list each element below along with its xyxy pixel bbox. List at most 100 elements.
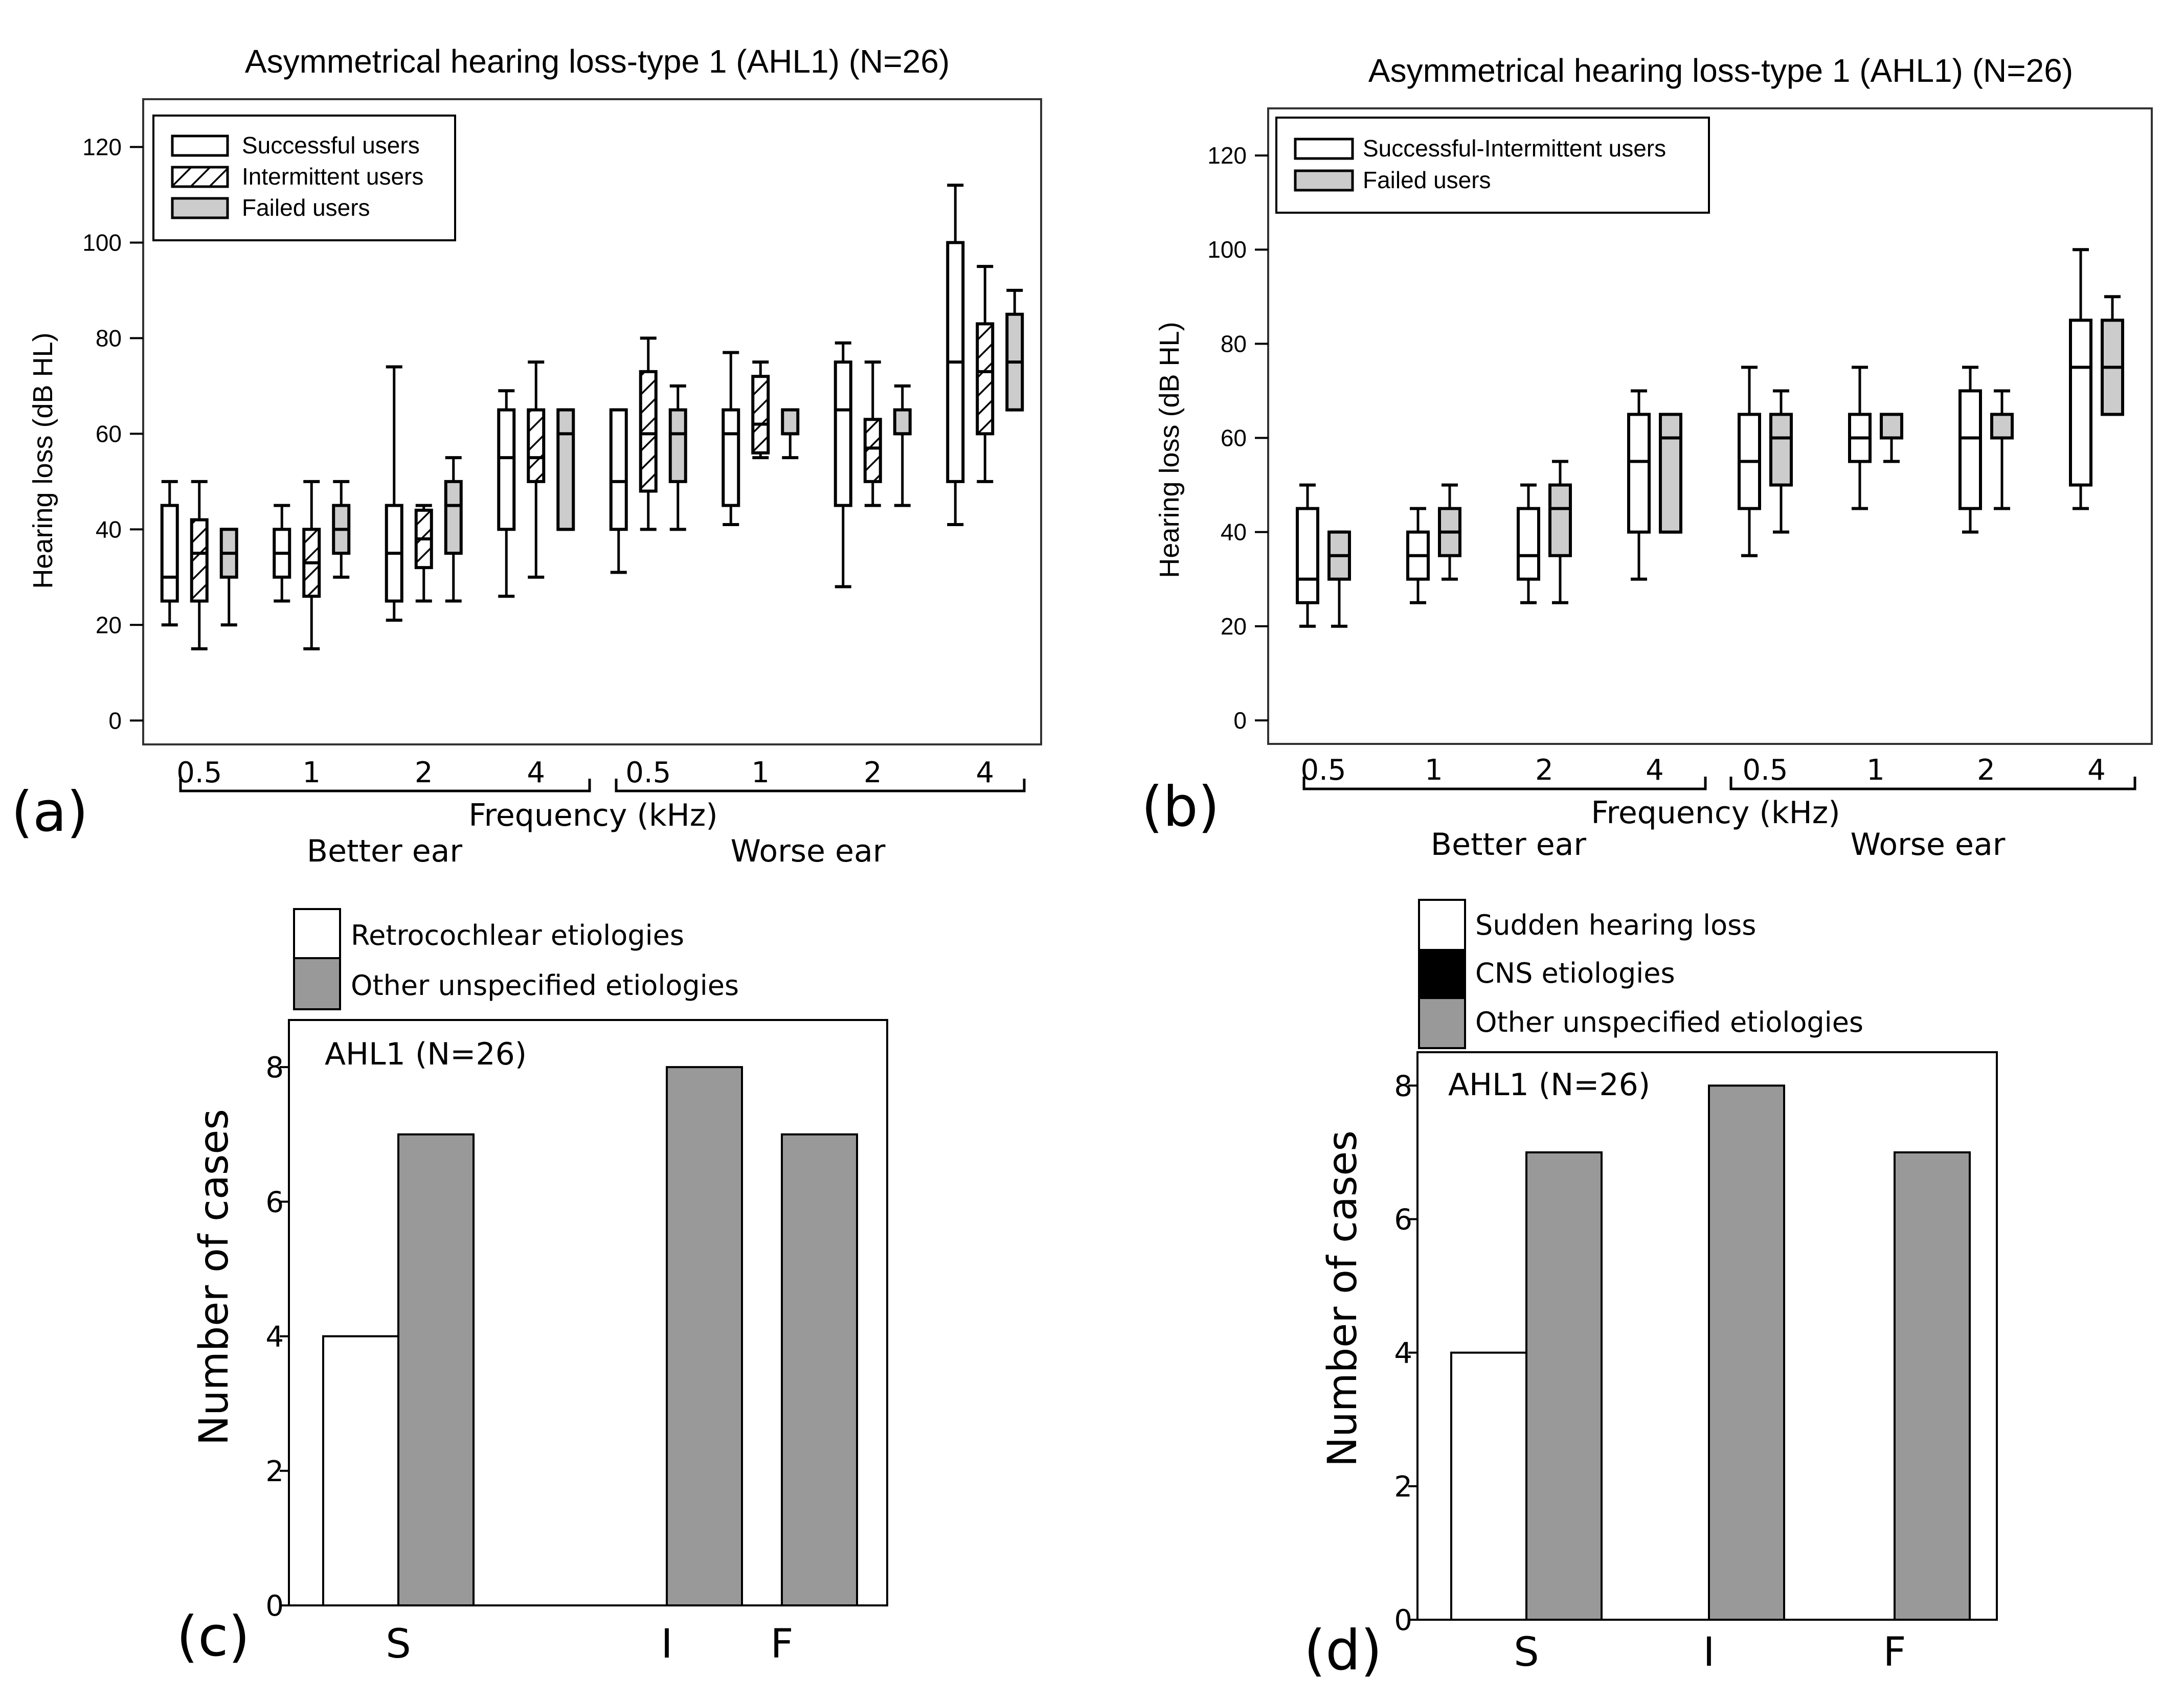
panel-a-x-axis-label: Frequency (kHz) [468,798,717,833]
panel-a-legend-swatch-successful [171,134,229,157]
panel-a-y-axis-label: Hearing loss (dB HL) [28,332,58,588]
panel-b-white-box [1517,507,1540,581]
panel-a-title: Asymmetrical hearing loss-type 1 (AHL1) … [245,43,950,80]
panel-c-y-tick-label: 8 [265,1051,284,1084]
panel-a-x-tick-label: 4 [527,756,545,789]
panel-d-bar-F-2 [1894,1151,1971,1621]
panel-a-x-tick-label: 1 [302,756,321,789]
panel-c-plot-frame [288,1019,888,1606]
panel-d-legend-swatch-cns [1418,949,1466,999]
panel-a-white-box [497,408,516,531]
panel-b-y-tick-label: 60 [1221,425,1247,451]
panel-a-y-tick-label: 60 [96,420,122,447]
panel-b-y-axis-label: Hearing loss (dB HL) [1154,322,1185,578]
panel-d-legend-swatch-other [1418,997,1466,1049]
panel-d-plot-area: 0 2 4 6 8 S I F [1394,1051,1998,1675]
panel-b-gray-box [1548,483,1572,557]
panel-a-plot-frame [142,98,1042,745]
panel-d-y-tick-label: 8 [1394,1070,1412,1103]
panel-b-y-tick-label: 100 [1207,236,1247,263]
panel-a-hatch-box [527,408,546,483]
panel-a-y-tick-label: 0 [108,707,122,734]
panel-b-x-tick-label: 4 [1646,754,1664,787]
panel-c-x-tick-label: F [771,1621,794,1667]
panel-d-bar-S-2 [1525,1151,1603,1621]
panel-b-y-tick-label: 120 [1207,142,1247,169]
panel-d-legend-swatch-sudden [1418,899,1466,951]
panel-c-legend-swatch-other [293,957,341,1010]
panel-b-title: Asymmetrical hearing loss-type 1 (AHL1) … [1368,52,2073,89]
panel-a-gray-box [781,408,800,436]
panel-b-bracket-better-ear [1302,777,1707,790]
panel-a-gray-box [668,408,687,483]
panel-b-x-tick-label: 4 [2087,754,2106,787]
panel-b-plot-frame [1267,107,2153,745]
panel-a-legend-label-successful: Successful users [242,132,420,158]
panel-d-bar-I-2 [1708,1084,1785,1621]
panel-a-legend-swatch-failed [171,197,229,219]
panel-b-y-tick-label: 20 [1221,613,1247,640]
panel-b-gray-box [1990,413,2014,440]
panel-c-x-tick-label: S [386,1621,411,1667]
panel-d-y-tick-label: 0 [1394,1604,1412,1637]
panel-b-x-tick-label: 0.5 [1742,754,1788,787]
panel-c-legend-label-other: Other unspecified etiologies [351,969,739,1002]
panel-a-white-box [834,360,852,507]
panel-b-white-box [2069,319,2092,487]
panel-b-gray-box [1769,413,1793,487]
panel-a-x-tick-label: 0.5 [176,756,222,789]
panel-a-gray-box [444,480,463,555]
panel-a-x-tick-label: 0.5 [625,756,671,789]
panel-d-x-tick-label: F [1883,1629,1906,1675]
panel-b-x-tick-label: 2 [1977,754,1995,787]
panel-b-legend [1275,117,1710,214]
panel-d-y-axis-label: Number of cases [1320,1130,1366,1467]
panel-b-legend-label-successful-intermittent: Successful-Intermittent users [1363,135,1666,162]
panel-b-y-tick-label: 40 [1221,519,1247,546]
panel-b-gray-box [1659,413,1682,534]
panel-d-y-tick-label: 6 [1394,1203,1412,1236]
panel-c: Retrocochlear etiologies Other unspecifi… [176,908,888,1669]
panel-b-plot-area: 0 20 40 60 80 100 120 0.5 1 2 4 0.5 1 2 4 [1207,107,2153,790]
panel-a-group-worse-ear: Worse ear [731,833,886,869]
panel-a-y-tick-label: 120 [82,133,122,160]
panel-b-bracket-worse-ear [1729,777,2136,790]
panel-a-x-tick-label: 2 [415,756,433,789]
panel-b-gray-box [1880,413,1903,440]
panel-a-legend-swatch-intermittent [171,166,229,188]
panel-b-legend-swatch-successful-intermittent [1294,138,1354,160]
panel-a-legend-label-failed: Failed users [242,194,370,221]
panel-b-x-tick-label: 1 [1425,754,1443,787]
panel-d-annotation: AHL1 (N=26) [1448,1067,1650,1103]
panel-a-white-box [609,408,628,531]
panel-b-y-tick-label: 0 [1233,707,1247,734]
panel-b: Asymmetrical hearing loss-type 1 (AHL1) … [1141,52,2153,863]
panel-a-y-tick-label: 80 [96,325,122,351]
panel-c-label: (c) [176,1605,250,1669]
panel-d-legend-label-cns: CNS etiologies [1475,957,1675,989]
panel-a-x-tick-label: 4 [976,756,994,789]
panel-b-x-tick-label: 1 [1866,754,1885,787]
panel-d-legend-label-sudden: Sudden hearing loss [1475,909,1756,941]
panel-d-legend-label-other: Other unspecified etiologies [1475,1006,1863,1038]
panel-b-white-box [1296,507,1319,604]
panel-c-legend-label-retrocochlear: Retrocochlear etiologies [351,919,684,951]
panel-b-x-tick-label: 2 [1535,754,1553,787]
panel-b-group-better-ear: Better ear [1431,827,1586,863]
panel-a-group-better-ear: Better ear [307,833,462,869]
panel-a-x-tick-label: 2 [864,756,882,789]
panel-d-plot-frame [1416,1051,1998,1621]
panel-a-gray-box [556,408,575,531]
panel-c-plot-area: 0 2 4 6 8 S I F [265,1019,888,1667]
panel-c-y-tick-label: 0 [265,1590,284,1623]
panel-c-bar-I-1 [666,1066,743,1606]
panel-a: Asymmetrical hearing loss-type 1 (AHL1) … [11,43,1042,869]
panel-c-x-tick-label: I [661,1621,672,1667]
panel-b-legend-label-failed: Failed users [1363,167,1491,193]
panel-c-legend-swatch-retrocochlear [293,908,341,959]
panel-a-label: (a) [11,780,88,844]
panel-b-white-box [1627,413,1651,534]
panel-b-y-tick-label: 80 [1221,330,1247,357]
panel-b-group-worse-ear: Worse ear [1851,827,2006,863]
